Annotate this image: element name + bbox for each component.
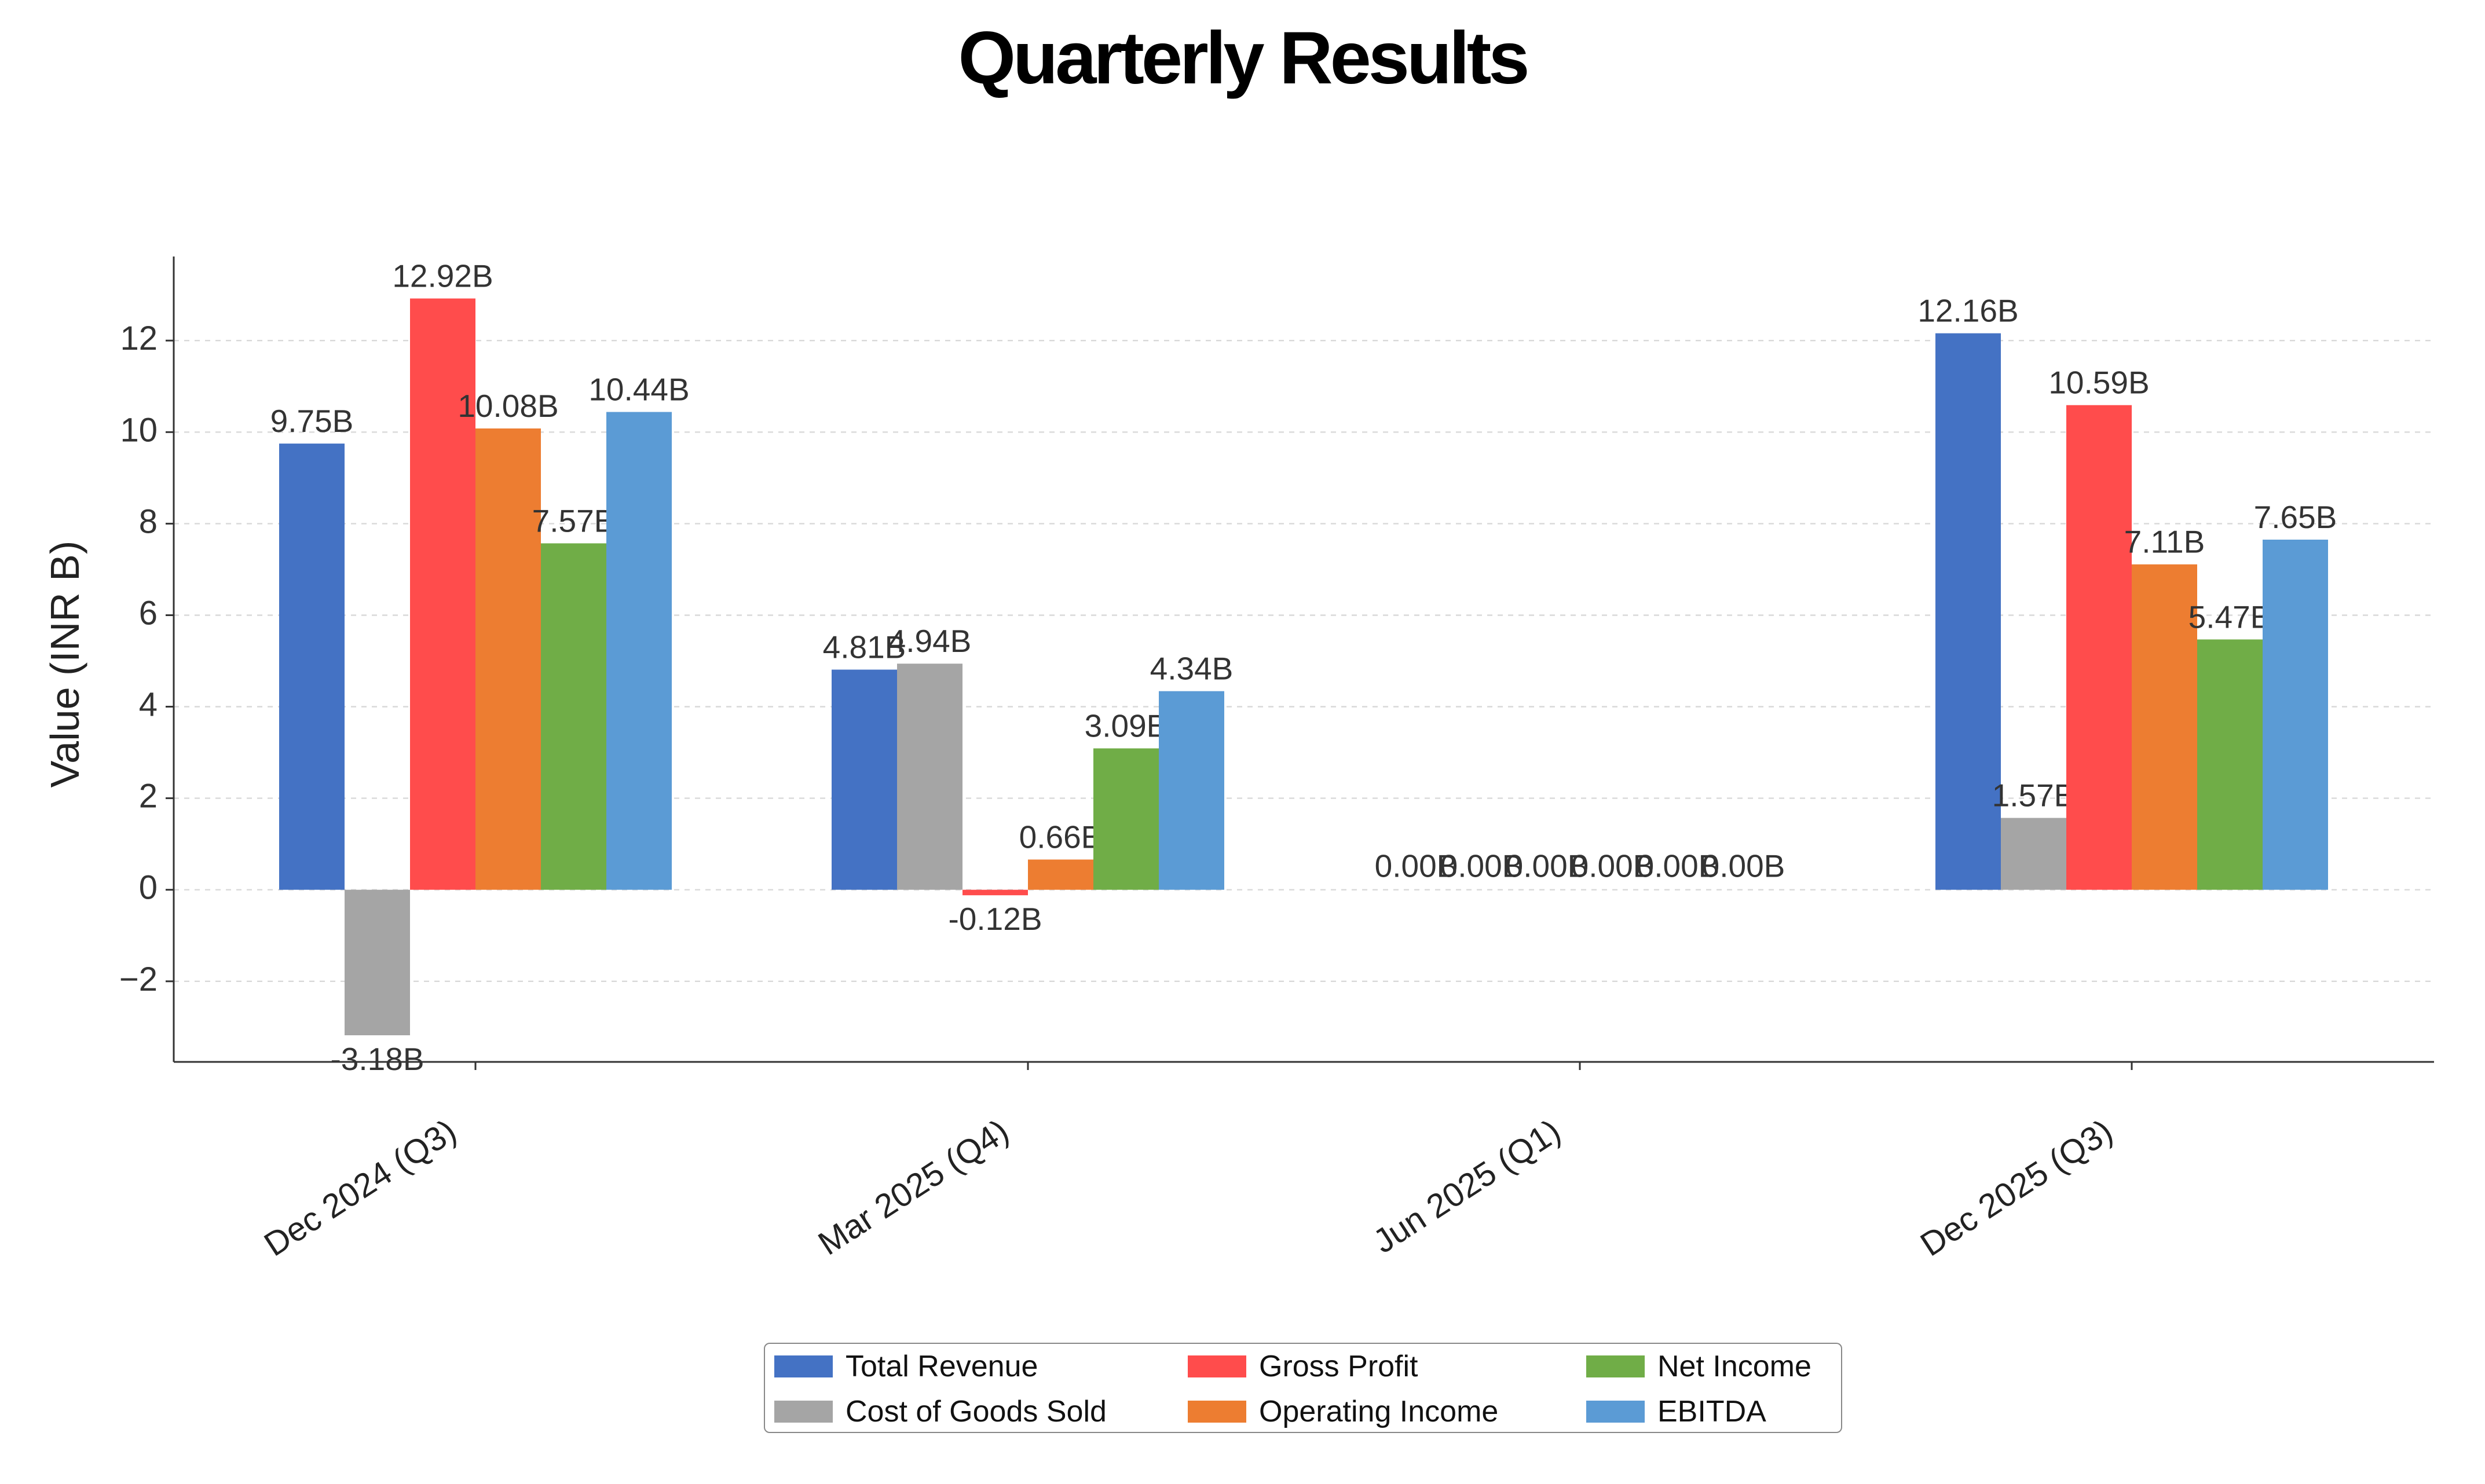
svg-text:0.66B: 0.66B <box>1019 819 1103 855</box>
svg-text:9.75B: 9.75B <box>270 403 354 439</box>
svg-text:0.00B: 0.00B <box>1702 848 1785 884</box>
svg-text:3.09B: 3.09B <box>1085 708 1168 744</box>
svg-text:7.57B: 7.57B <box>532 503 616 538</box>
svg-text:2: 2 <box>139 778 158 815</box>
svg-text:0: 0 <box>139 869 158 907</box>
svg-text:7.65B: 7.65B <box>2254 499 2337 535</box>
svg-text:8: 8 <box>139 503 158 540</box>
svg-text:6: 6 <box>139 595 158 632</box>
svg-text:-0.12B: -0.12B <box>948 901 1042 937</box>
svg-text:10: 10 <box>120 411 158 449</box>
svg-text:4: 4 <box>139 686 158 724</box>
svg-text:7.11B: 7.11B <box>2124 524 2205 560</box>
svg-text:−2: −2 <box>119 961 158 998</box>
svg-text:10.44B: 10.44B <box>588 372 689 408</box>
svg-text:12.16B: 12.16B <box>1917 293 2018 329</box>
svg-text:5.47B: 5.47B <box>2188 599 2272 635</box>
svg-text:10.08B: 10.08B <box>458 388 558 424</box>
svg-text:4.94B: 4.94B <box>888 623 972 659</box>
svg-text:12.92B: 12.92B <box>392 258 493 294</box>
svg-text:4.34B: 4.34B <box>1150 651 1234 687</box>
svg-text:10.59B: 10.59B <box>2048 365 2149 401</box>
svg-text:12: 12 <box>120 320 158 357</box>
svg-text:-3.18B: -3.18B <box>330 1041 424 1077</box>
svg-text:1.57B: 1.57B <box>1992 778 2076 814</box>
